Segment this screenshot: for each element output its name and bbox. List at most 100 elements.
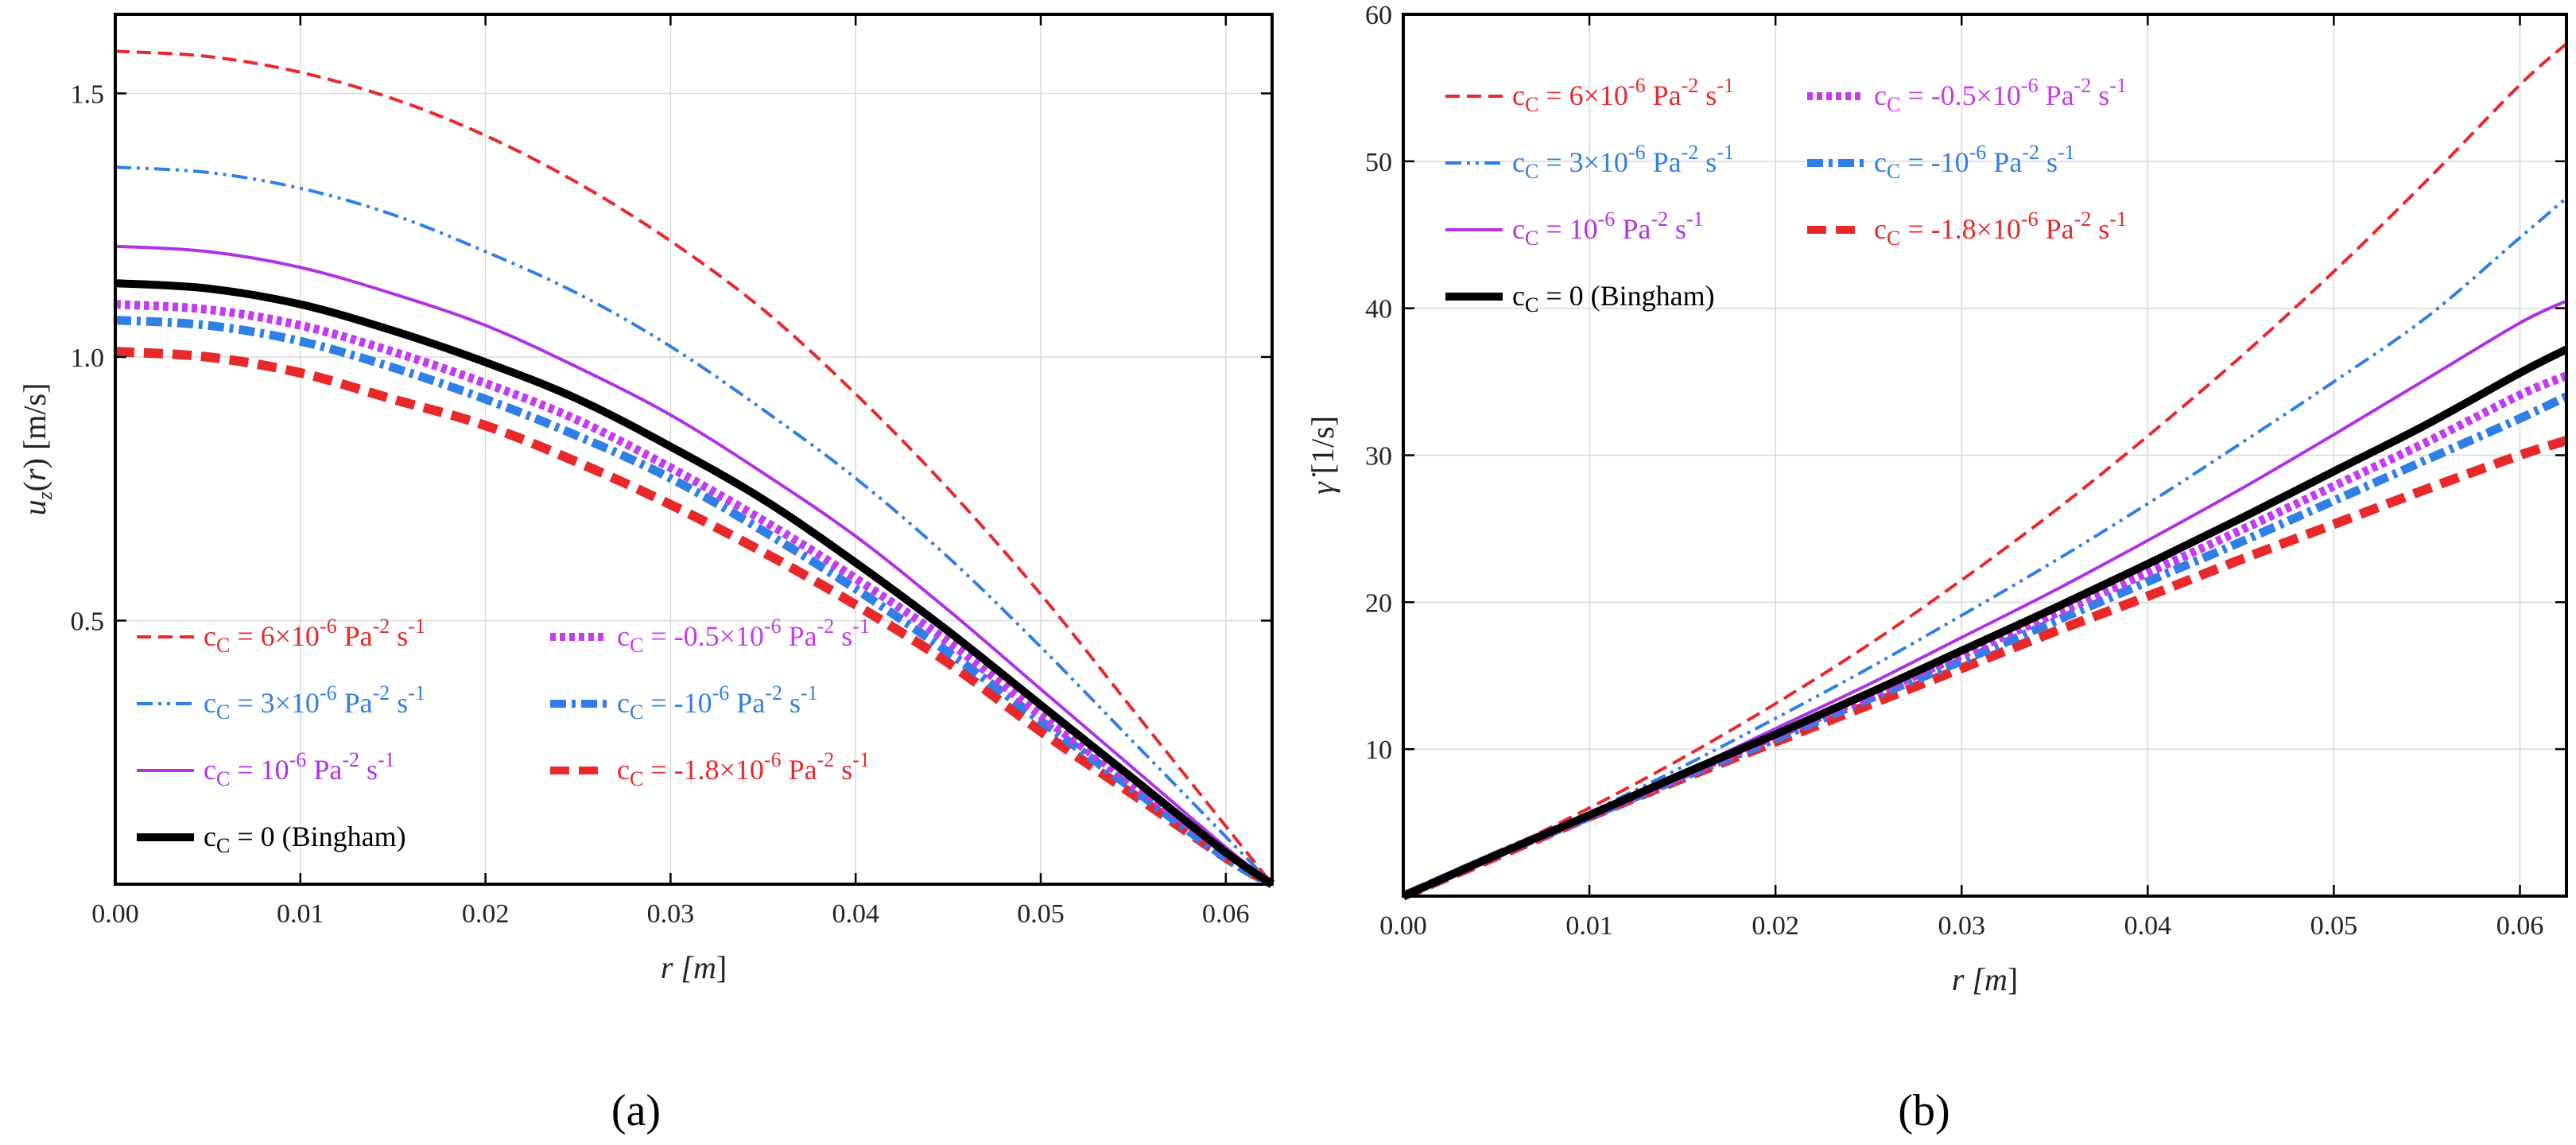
panel-a-series bbox=[114, 49, 1275, 889]
panel-a-legend-label-c0-part-1: C bbox=[216, 834, 230, 857]
panel-b-legend-label-c1-part-7: -1 bbox=[1686, 208, 1704, 231]
panel-a-legend-label-c1-part-0: c bbox=[204, 754, 216, 786]
panel-b-legend-label-cm05-part-6: s bbox=[2091, 80, 2109, 111]
panel-b-series-c6 bbox=[1402, 42, 2568, 898]
panel-b-legend-label-cm18: cC = -1.8×10-6 Pa-2 s-1 bbox=[1874, 208, 2127, 250]
panel-a-legend-label-c1-part-4: Pa bbox=[306, 754, 342, 786]
panel-a-legend-label-c6-part-7: -1 bbox=[408, 615, 425, 638]
panel-a-legend-label-c3-part-3: -6 bbox=[320, 681, 337, 704]
panel-a-legend-label-cm1-part-5: -2 bbox=[765, 681, 782, 704]
panel-b-legend: cC = 6×10-6 Pa-2 s-1 cC = 3×10-6 Pa-2 s-1… bbox=[1445, 74, 2127, 316]
panel-b-legend-label-cm18-part-4: Pa bbox=[2039, 213, 2074, 245]
panel-b-legend-label-c1-part-1: C bbox=[1525, 227, 1538, 250]
panel-b-legend-label-cm18-part-2: = -1.8×10 bbox=[1900, 213, 2021, 245]
panel-b-legend-label-cm1-part-4: Pa bbox=[1986, 146, 2022, 178]
panel-b-xtick-label-2: 0.02 bbox=[1752, 911, 1799, 941]
panel-a-legend-label-c6: cC = 6×10-6 Pa-2 s-1 bbox=[204, 615, 425, 657]
panel-a-legend-label-cm1: cC = -10-6 Pa-2 s-1 bbox=[617, 681, 818, 724]
panel-b-legend-label-cm05-part-5: -2 bbox=[2074, 74, 2092, 97]
panel-b-legend-label-cm05-part-0: c bbox=[1874, 80, 1887, 111]
panel-b-legend-item-cm1: cC = -10-6 Pa-2 s-1 bbox=[1807, 141, 2075, 183]
panel-a-series-c6 bbox=[114, 49, 1274, 886]
panel-label-a: (a) bbox=[611, 1086, 661, 1135]
panel-a-legend-label-cm1-part-2: = -10 bbox=[643, 687, 712, 719]
panel-b-legend-label-c6-part-5: -2 bbox=[1682, 74, 1699, 97]
panel-a-legend-label-c0-part-0: c bbox=[204, 821, 216, 852]
panel-b-legend-label-c3-part-0: c bbox=[1512, 146, 1525, 178]
panel-b-x-axis-label: r [m] bbox=[1952, 961, 2018, 997]
panel-b-legend-label-c6-part-6: s bbox=[1698, 80, 1717, 111]
panel-b-legend-label-c0-part-0: c bbox=[1512, 280, 1525, 312]
panel-b-legend-label-cm1-part-1: C bbox=[1887, 160, 1900, 183]
panel-a-xtick-label-6: 0.06 bbox=[1202, 899, 1250, 929]
panel-a-legend-label-c6-part-4: Pa bbox=[337, 620, 373, 652]
panel-b-series-cm18 bbox=[1401, 436, 2568, 901]
panel-b-series-c3 bbox=[1402, 196, 2568, 898]
panel-a-xtick-label-4: 0.04 bbox=[832, 899, 879, 929]
panel-a-legend-label-cm05-part-4: Pa bbox=[782, 620, 817, 652]
panel-a-ytick-label-0: 0.5 bbox=[71, 607, 105, 636]
panel-a-ylabel-unit: ) [m/s] bbox=[17, 383, 52, 469]
panel-b-legend-label-cm05-part-3: -6 bbox=[2021, 74, 2039, 97]
panel-a-frame bbox=[114, 13, 1274, 886]
panel-a-legend-label-c3-part-7: -1 bbox=[408, 681, 425, 704]
panel-a-legend-item-cm05: cC = -0.5×10-6 Pa-2 s-1 bbox=[550, 615, 870, 657]
panel-b-legend-label-cm1-part-3: -6 bbox=[1969, 141, 1987, 164]
panel-a-legend-label-cm18-part-3: -6 bbox=[764, 748, 782, 771]
panel-b-chart: 0.00 0.01 0.02 0.03 0.04 0.05 0.06 10 20 30 40 50 60… bbox=[1305, 1, 2569, 997]
panel-a-series-cm18 bbox=[114, 347, 1274, 889]
panel-b-legend-label-cm1-part-6: s bbox=[2039, 146, 2058, 178]
panel-a-legend-label-cm05-part-3: -6 bbox=[764, 615, 782, 638]
panel-b-legend-label-c6-part-7: -1 bbox=[1717, 74, 1734, 97]
panel-b-legend-label-c3-part-4: Pa bbox=[1646, 146, 1682, 178]
panel-b-legend-label-c6: cC = 6×10-6 Pa-2 s-1 bbox=[1512, 74, 1734, 116]
panel-a-legend-label-c3-part-0: c bbox=[204, 687, 216, 719]
panel-a-legend-item-cm18: cC = -1.8×10-6 Pa-2 s-1 bbox=[550, 748, 870, 790]
panel-b-legend-label-c1-part-3: -6 bbox=[1598, 208, 1616, 231]
panel-a-legend-label-cm18-part-4: Pa bbox=[782, 754, 817, 786]
panel-a-legend-label-c3-part-2: = 3×10 bbox=[230, 687, 320, 719]
panel-b-series bbox=[1401, 42, 2569, 901]
panel-b-legend-label-cm1-part-2: = -10 bbox=[1900, 146, 1969, 178]
panel-b-xtick-label-3: 0.03 bbox=[1938, 911, 1985, 941]
panel-a-legend-label-c0: cC = 0 (Bingham) bbox=[204, 821, 406, 857]
panel-b-xtick-label-4: 0.04 bbox=[2124, 911, 2172, 941]
panel-b-legend-label-c3-part-6: s bbox=[1698, 146, 1717, 178]
panel-b-legend-label-c0-part-2: = 0 (Bingham) bbox=[1538, 280, 1714, 312]
panel-b-legend-label-c1-part-4: Pa bbox=[1615, 213, 1651, 245]
panel-a-xlabel-close: ] bbox=[716, 949, 727, 985]
panel-a-legend-label-cm1-part-4: Pa bbox=[729, 687, 765, 719]
panel-b-legend-label-c3-part-5: -2 bbox=[1682, 141, 1699, 164]
panel-b-y-axis-label: γ̇ [1/s] bbox=[1305, 416, 1340, 495]
panel-b-legend-label-cm05-part-2: = -0.5×10 bbox=[1900, 80, 2021, 111]
panel-b-legend-label-c1: cC = 10-6 Pa-2 s-1 bbox=[1512, 208, 1704, 250]
panel-a-legend-label-cm18: cC = -1.8×10-6 Pa-2 s-1 bbox=[617, 748, 870, 790]
panel-b-legend-label-c3: cC = 3×10-6 Pa-2 s-1 bbox=[1512, 141, 1734, 183]
panel-b-xlabel-unit: m bbox=[1984, 961, 2008, 997]
panel-a-legend-label-c1-part-3: -6 bbox=[289, 748, 307, 771]
panel-label-b: (b) bbox=[1898, 1086, 1949, 1135]
panel-a-y-axis-label: uz(r) [m/s] bbox=[17, 383, 56, 516]
panel-a-legend-item-c6: cC = 6×10-6 Pa-2 s-1 bbox=[137, 615, 425, 657]
panel-a-series-c0 bbox=[114, 279, 1274, 888]
panel-a-legend-label-cm05-part-1: C bbox=[630, 634, 643, 657]
panel-a-legend-label-c3-part-1: C bbox=[216, 701, 230, 724]
panel-b-legend-label-c6-part-3: -6 bbox=[1628, 74, 1646, 97]
panel-a-xlabel-symbol: r [ bbox=[661, 949, 696, 985]
panel-a-legend-label-c6-part-1: C bbox=[216, 634, 230, 657]
panel-a-legend-label-cm05-part-0: c bbox=[617, 620, 630, 652]
panel-a-legend-label-cm1-part-0: c bbox=[617, 687, 630, 719]
panel-b-legend-item-cm05: cC = -0.5×10-6 Pa-2 s-1 bbox=[1807, 74, 2127, 116]
panel-a-legend-label-cm18-part-5: -2 bbox=[817, 748, 835, 771]
panel-a-ylabel-r: r bbox=[17, 468, 52, 481]
panel-a-legend-label-c1-part-1: C bbox=[216, 767, 230, 790]
panel-a-series-cm05 bbox=[114, 300, 1275, 888]
panel-a-xtick-label-0: 0.00 bbox=[91, 899, 139, 929]
panel-a-ytick-label-1: 1.0 bbox=[71, 344, 105, 373]
panel-b-legend-item-c3: cC = 3×10-6 Pa-2 s-1 bbox=[1445, 141, 1734, 183]
panel-a-legend-label-cm1-part-6: s bbox=[782, 687, 801, 719]
panel-a-legend-label-cm18-part-6: s bbox=[834, 754, 852, 786]
panel-a-xlabel-unit: m bbox=[693, 949, 716, 985]
panel-b-legend-label-c3-part-3: -6 bbox=[1628, 141, 1646, 164]
panel-b-legend-label-cm1: cC = -10-6 Pa-2 s-1 bbox=[1874, 141, 2075, 183]
